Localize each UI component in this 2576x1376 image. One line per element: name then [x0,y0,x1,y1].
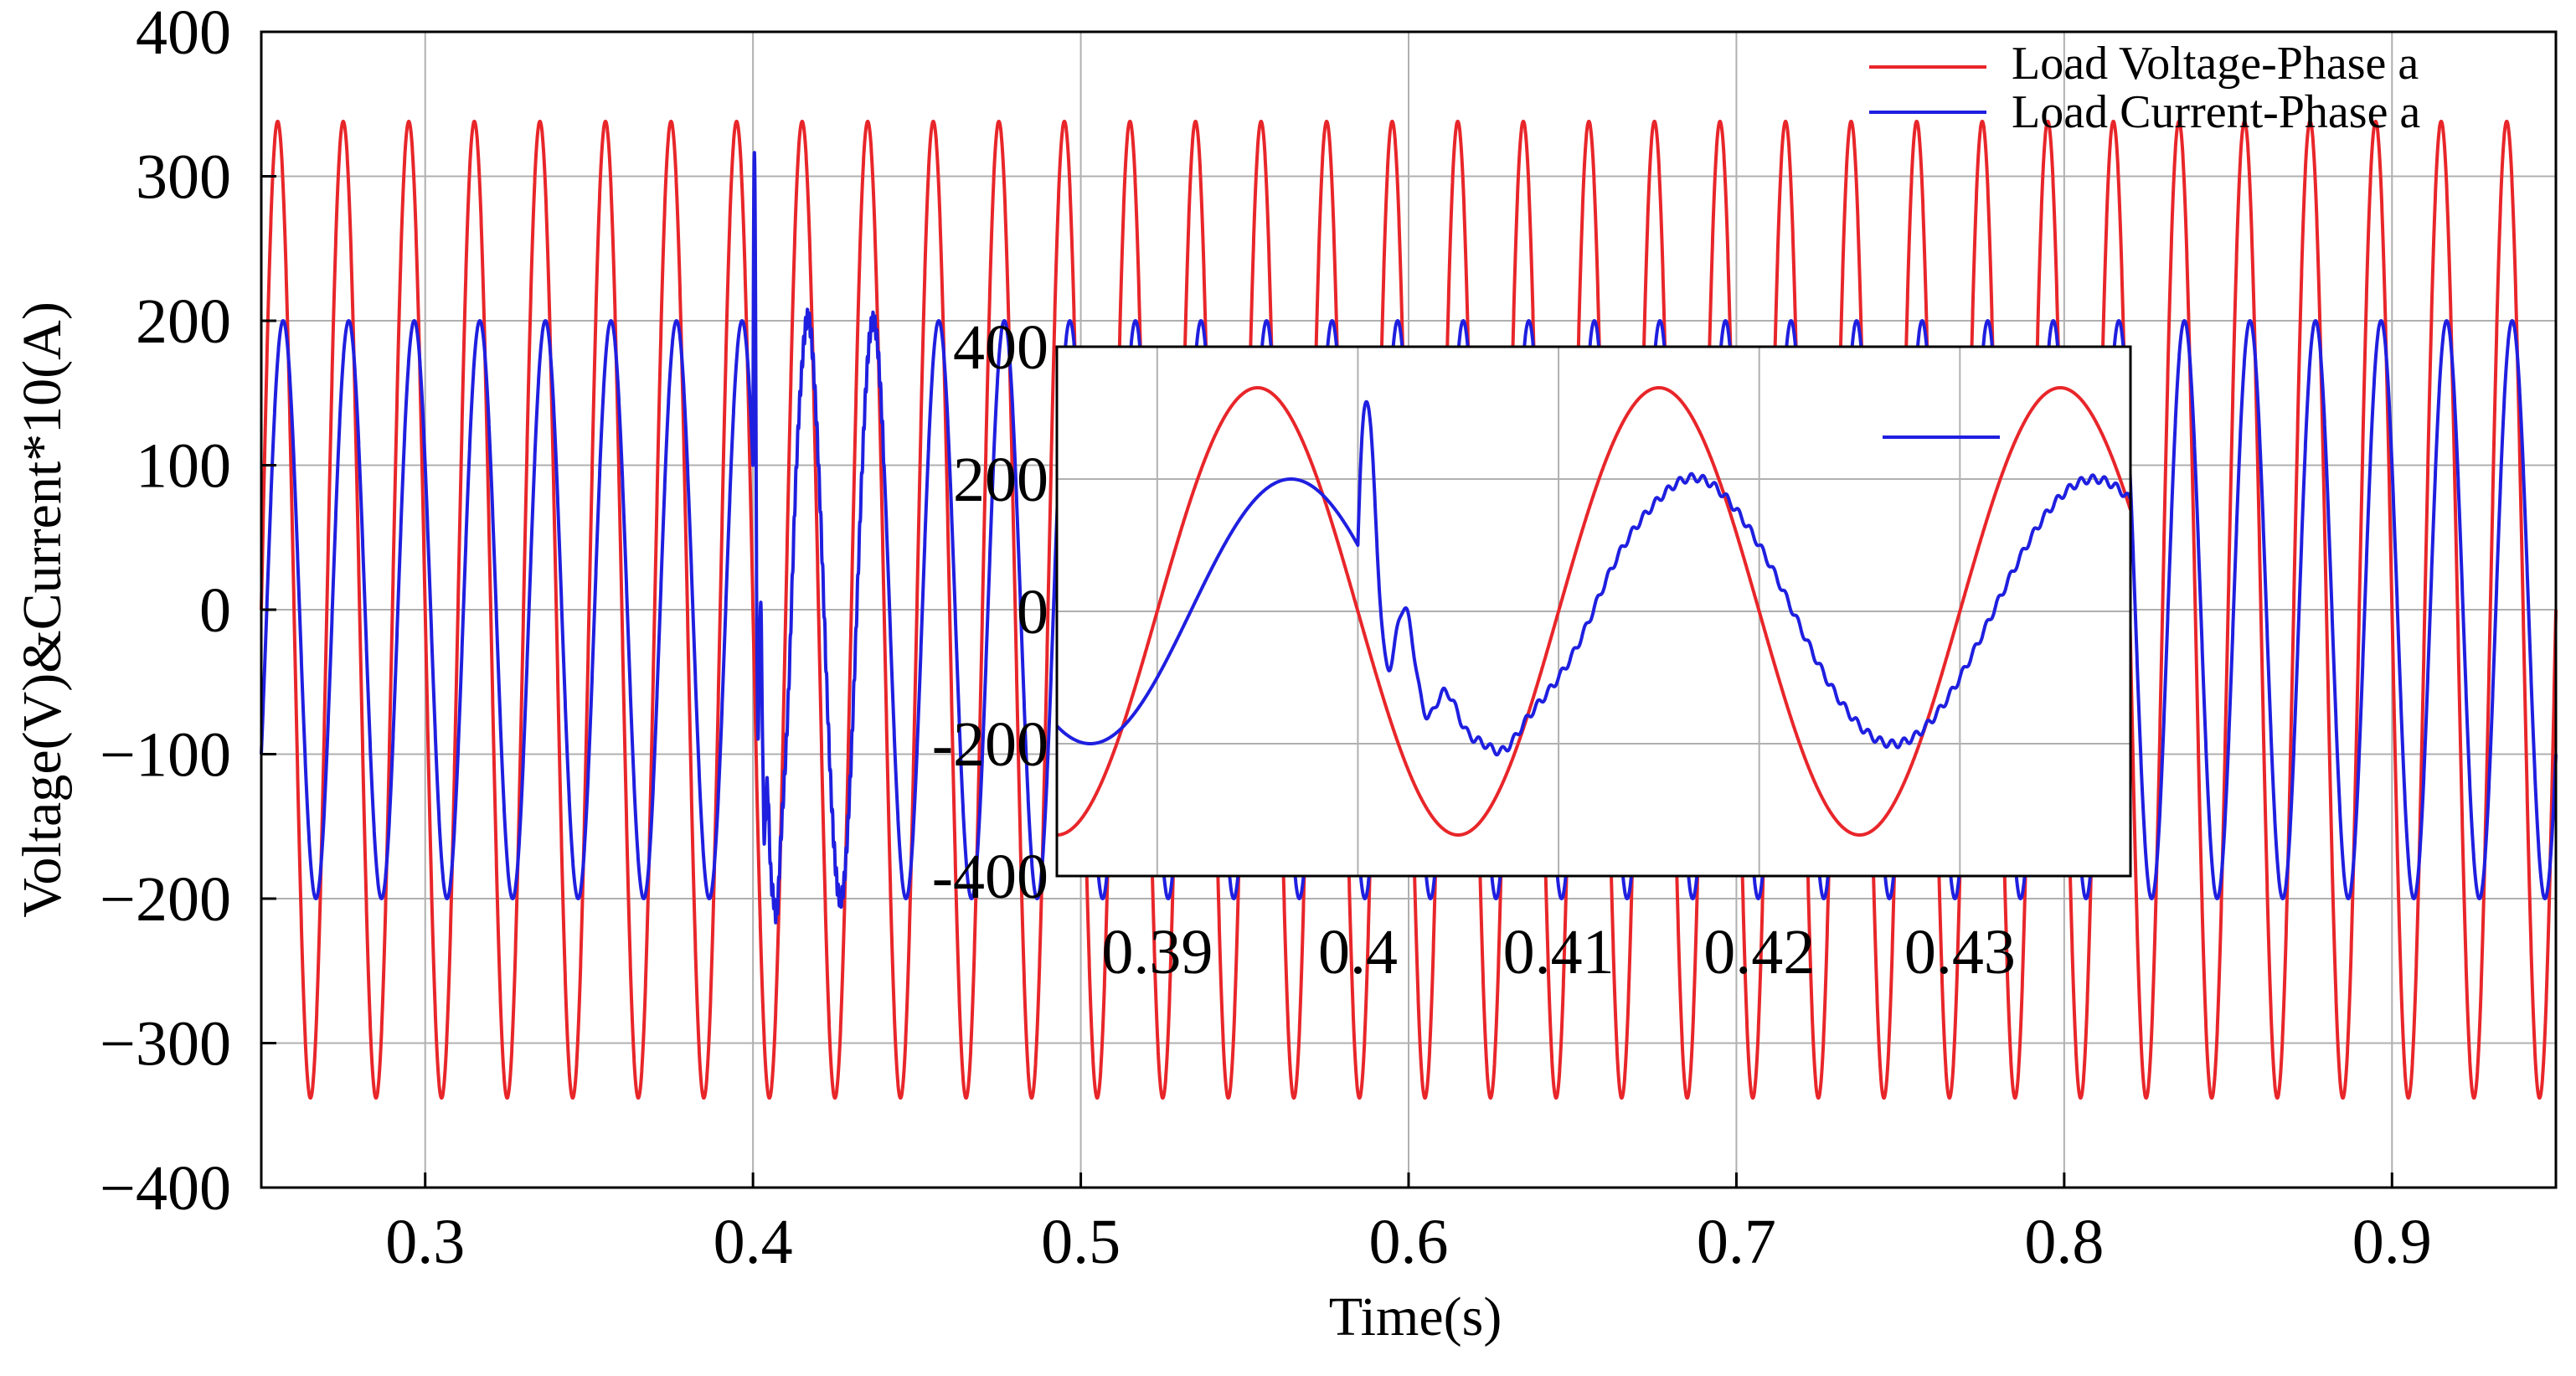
inset-current-line [1055,399,2132,757]
inset-x-tick-label: 0.41 [1503,917,1615,987]
y-tick-label: 100 [136,431,231,502]
x-axis-label: Time(s) [1329,1286,1502,1348]
inset-y-tick-label: 200 [953,445,1048,515]
y-tick-label: 0 [199,575,231,646]
legend-voltage-label: Load Voltage-Phase a [2012,38,2419,90]
x-tick-label: 0.5 [1041,1207,1121,1277]
x-tick-label: 0.6 [1369,1207,1449,1277]
y-tick-label: 300 [136,142,231,213]
y-axis-label: Voltage(V)&Current*10(A) [12,301,73,918]
inset-y-tick-label: 400 [953,312,1048,383]
inset-y-tick-label: -200 [932,709,1048,780]
x-tick-label: 0.3 [385,1207,465,1277]
y-tick-label: 400 [136,0,231,68]
x-tick-label: 0.9 [2352,1207,2432,1277]
y-tick-label: −300 [100,1009,231,1080]
inset-x-tick-label: 0.39 [1101,917,1213,987]
inset-tick-labels: 0.39 0.4 0.41 0.42 0.43 400 200 0 -200 -400 [932,312,2016,987]
y-tick-label: −400 [100,1153,231,1224]
inset-plot-border [1055,345,2132,878]
legend-current-label: Load Current-Phase a [2012,86,2420,138]
inset-voltage-line [1055,386,2132,837]
inset-x-tick-label: 0.42 [1703,917,1815,987]
main-tick-labels: 0.3 0.4 0.5 0.6 0.7 0.8 0.9 400 300 200 100 0 −100 −2… [100,0,2432,1277]
inset-y-tick-label: 0 [1017,577,1048,647]
x-tick-label: 0.7 [1697,1207,1776,1277]
y-tick-label: −200 [100,864,231,935]
inset-series [1055,386,2132,837]
legend: Load Voltage-Phase a Load Current-Phase … [1869,38,2420,138]
y-tick-label: 200 [136,286,231,357]
inset-chart: 0.39 0.4 0.41 0.42 0.43 400 200 0 -200 -400 [932,312,2132,987]
y-tick-label: −100 [100,720,231,791]
x-tick-label: 0.4 [714,1207,793,1277]
inset-x-tick-label: 0.4 [1318,917,1398,987]
inset-y-tick-label: -400 [932,842,1048,912]
inset-x-tick-label: 0.43 [1904,917,2016,987]
x-tick-label: 0.8 [2024,1207,2104,1277]
